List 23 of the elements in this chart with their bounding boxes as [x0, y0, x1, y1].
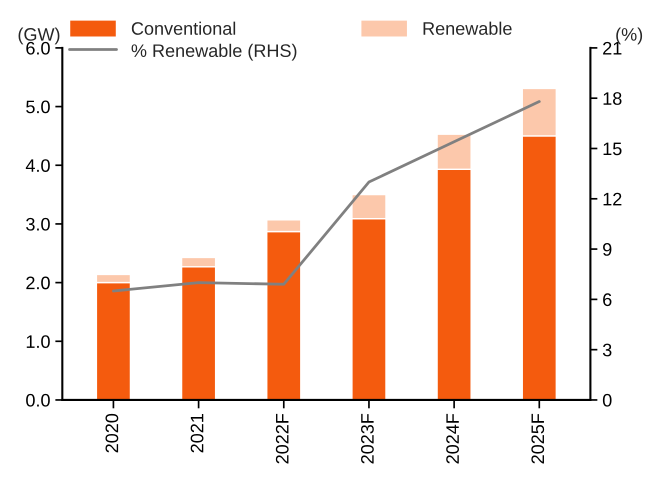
legend-label: Conventional: [132, 22, 236, 35]
x-tick-label: 2025F: [531, 414, 544, 464]
x-tick-label: 2022F: [276, 414, 289, 464]
y2-tick-label: 12: [604, 192, 622, 206]
x-tick-label: 2024F: [446, 414, 459, 464]
x-tick-label: 2023F: [361, 414, 374, 464]
y-tick-label: 3.0: [26, 218, 50, 231]
y2-tick-label: 3: [602, 344, 612, 356]
y2-tick-label: 18: [604, 92, 622, 105]
legend-label: Renewable: [424, 22, 512, 35]
y2-tick-label: 6: [603, 293, 612, 306]
y2-tick-label: 15: [604, 142, 622, 156]
y2-tick-label: 9: [603, 243, 612, 256]
x-tick-label: 2021: [190, 414, 204, 452]
y-tick-label: 4.0: [26, 159, 50, 172]
y-tick-label: 2.0: [26, 276, 50, 290]
y2-tick-label: 0: [602, 394, 612, 407]
y-tick-label: 1.0: [26, 335, 50, 348]
legend-label: % Renewable (RHS): [132, 44, 296, 61]
y-tick-label: 5.0: [26, 100, 50, 114]
x-tick-label: 2020: [105, 414, 118, 452]
y-tick-label: 0.0: [26, 394, 50, 407]
line-series: [112, 100, 541, 292]
